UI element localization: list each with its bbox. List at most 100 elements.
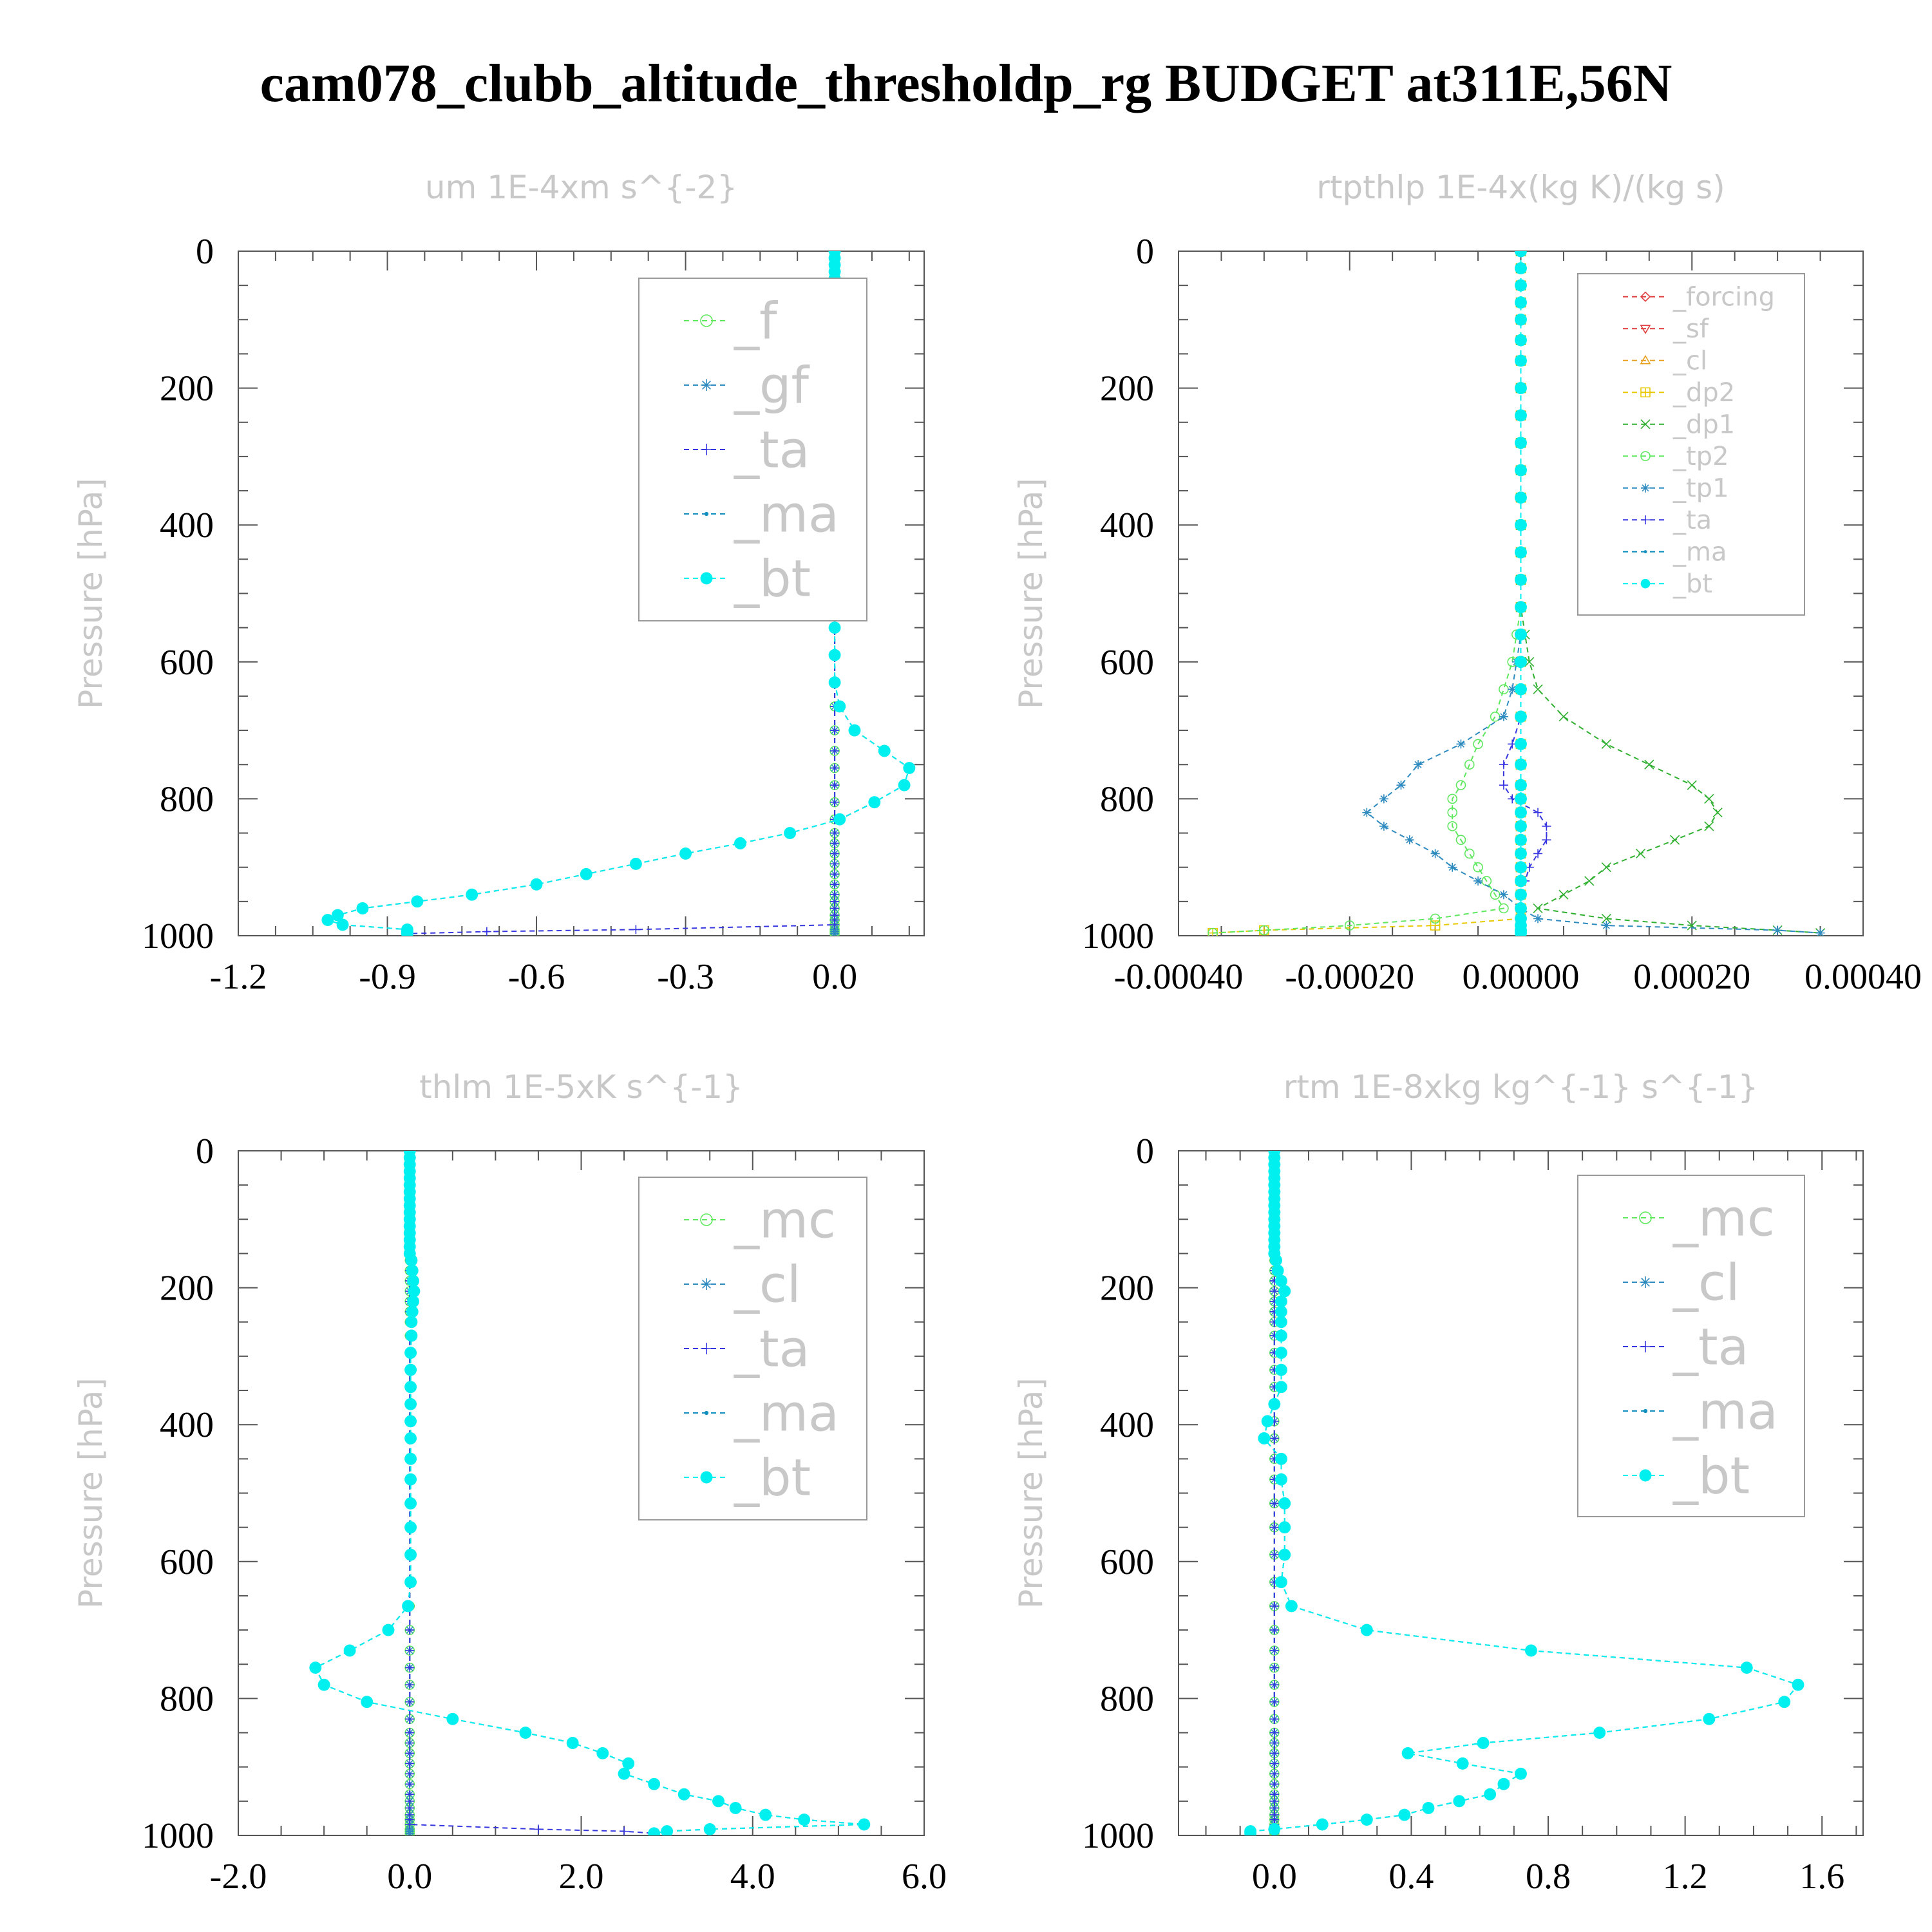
data-point: [1484, 1788, 1497, 1801]
data-point: [407, 1295, 420, 1308]
legend-item: _ma: [1623, 1383, 1778, 1441]
series-tp2: [1208, 251, 1526, 936]
data-point: [830, 746, 840, 755]
y-tick-label: 200: [160, 369, 214, 409]
legend-label: _bt: [1672, 1447, 1750, 1505]
data-point: [648, 1777, 661, 1790]
data-point: [321, 914, 334, 927]
y-axis-label: Pressure [hPa]: [72, 1378, 109, 1609]
legend-item: _forcing: [1623, 283, 1775, 312]
data-point: [1515, 656, 1527, 668]
data-point: [1515, 251, 1527, 258]
data-point: [1447, 807, 1457, 818]
data-point: [620, 1826, 629, 1835]
y-tick-label: 800: [1100, 1679, 1154, 1719]
data-point: [402, 1600, 415, 1613]
data-point: [405, 1625, 415, 1635]
series-ta: [1499, 251, 1551, 936]
data-point: [1244, 1827, 1257, 1835]
legend-item: _ta: [684, 1320, 810, 1378]
legend-item: _sf: [1623, 314, 1709, 344]
legend-item: _bt: [1623, 1447, 1750, 1505]
y-tick-label: 400: [1100, 506, 1154, 545]
data-point: [1515, 847, 1527, 860]
y-tick-label: 1000: [142, 916, 214, 956]
data-point: [405, 1779, 415, 1789]
data-point: [1601, 862, 1611, 873]
data-point: [1515, 861, 1527, 874]
data-point: [1464, 759, 1475, 770]
y-tick-label: 0: [1136, 1132, 1154, 1171]
data-point: [404, 1381, 417, 1394]
data-point: [1515, 279, 1527, 292]
data-point: [533, 1824, 543, 1834]
legend: _mc _cl _ta _ma _bt: [1577, 1175, 1805, 1517]
legend-label: _bt: [734, 550, 811, 608]
legend-label: _forcing: [1672, 283, 1775, 312]
data-point: [405, 1759, 415, 1768]
data-point: [830, 797, 840, 807]
data-point: [404, 1363, 417, 1376]
data-point: [1278, 1548, 1291, 1561]
data-point: [1422, 1802, 1435, 1814]
data-point: [1644, 759, 1654, 770]
series-bt: [309, 1151, 871, 1835]
legend-label: _bt: [1672, 569, 1712, 599]
legend-item: _cl: [1623, 1254, 1740, 1312]
x-tick-label: 2.0: [559, 1857, 604, 1897]
data-point: [1499, 712, 1508, 721]
data-point: [1464, 848, 1475, 859]
legend-label: _tp1: [1672, 474, 1729, 504]
data-point: [1670, 835, 1680, 845]
data-point: [1455, 780, 1466, 790]
data-point: [1515, 779, 1527, 791]
y-tick-label: 0: [196, 1132, 214, 1171]
data-point: [1269, 1728, 1279, 1738]
data-point: [1533, 808, 1543, 817]
data-point: [798, 1814, 811, 1826]
data-point: [1524, 1644, 1537, 1657]
data-point: [596, 1747, 609, 1759]
data-point: [830, 880, 840, 889]
data-point: [1271, 1264, 1284, 1277]
legend-label: _ta: [734, 421, 810, 479]
legend-item: _ma: [684, 1385, 839, 1443]
data-point: [1515, 546, 1527, 559]
data-point: [1515, 354, 1527, 367]
data-point: [404, 1548, 417, 1561]
data-point: [405, 1714, 415, 1724]
data-point: [1269, 1550, 1279, 1560]
data-point: [1275, 1452, 1287, 1465]
legend-item: _ma: [1623, 538, 1727, 567]
legend: _mc _cl _ta _ma _bt: [638, 1177, 867, 1520]
legend-item: _ta: [1623, 506, 1712, 535]
data-point: [1601, 739, 1611, 749]
x-tick-label: -0.00020: [1285, 957, 1414, 997]
legend-label: _cl: [734, 1256, 801, 1314]
data-point: [343, 1644, 356, 1657]
legend-label: _bt: [734, 1449, 811, 1507]
chart-panel-3: 0 200 400 600 800 1000-2.0 0.0 2.0 4.0 6.0 thlm 1E…: [72, 1068, 947, 1897]
legend-item: _cl: [684, 1256, 801, 1314]
data-point: [1515, 792, 1527, 805]
data-point: [759, 1808, 772, 1821]
y-tick-label: 1000: [142, 1816, 214, 1856]
y-axis-label: Pressure [hPa]: [1012, 1378, 1050, 1609]
legend-item: _bt: [684, 550, 811, 608]
data-point: [1515, 737, 1527, 750]
data-point: [1447, 821, 1457, 831]
data-point: [1269, 1645, 1279, 1655]
panel-title: um 1E-4xm s^{-2}: [425, 169, 737, 206]
data-point: [1515, 875, 1527, 887]
data-point: [1269, 1759, 1279, 1768]
data-point: [1430, 849, 1440, 858]
data-point: [1515, 382, 1527, 395]
data-point: [382, 1624, 395, 1636]
data-point: [404, 1347, 417, 1359]
data-point: [1360, 1624, 1373, 1636]
data-point: [830, 920, 840, 929]
legend-item: _dp2: [1623, 378, 1735, 408]
legend-item: _tp1: [1623, 474, 1729, 504]
legend-label: _ma: [734, 486, 839, 544]
data-point: [622, 1757, 635, 1770]
